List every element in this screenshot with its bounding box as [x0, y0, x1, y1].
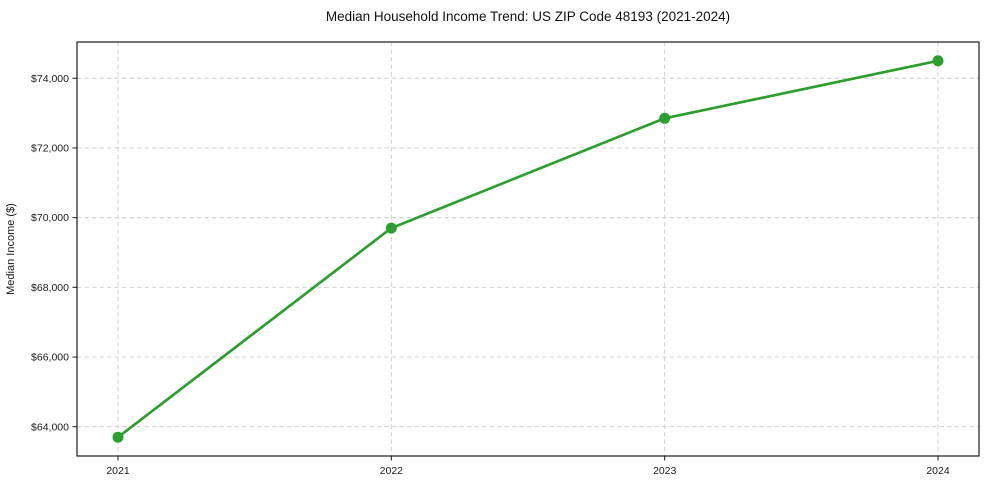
data-point-marker — [112, 431, 124, 443]
plot-border — [76, 41, 980, 457]
axes-layer: 2021 2022 2023 2024 $64,000 $66,000 $68,000 $70… — [31, 41, 980, 477]
y-tick-label: $68,000 — [31, 282, 69, 294]
series-layer — [112, 55, 944, 443]
y-tick-label: $74,000 — [31, 73, 69, 85]
y-tick-label: $66,000 — [31, 352, 69, 364]
x-tick-label: 2021 — [106, 465, 130, 477]
data-point-marker — [385, 222, 397, 234]
x-tick-label: 2023 — [653, 465, 677, 477]
y-tick-label: $72,000 — [31, 143, 69, 155]
y-tick-label: $70,000 — [31, 212, 69, 224]
x-tick-label: 2024 — [926, 465, 950, 477]
chart-title: Median Household Income Trend: US ZIP Co… — [326, 9, 730, 24]
income-trend-line — [116, 59, 940, 439]
grid-layer — [77, 42, 979, 456]
y-tick-label: $64,000 — [31, 421, 69, 433]
y-axis-label: Median Income ($) — [5, 203, 17, 295]
x-tick-label: 2022 — [380, 465, 404, 477]
data-point-marker — [932, 55, 944, 67]
data-point-marker — [659, 112, 671, 124]
